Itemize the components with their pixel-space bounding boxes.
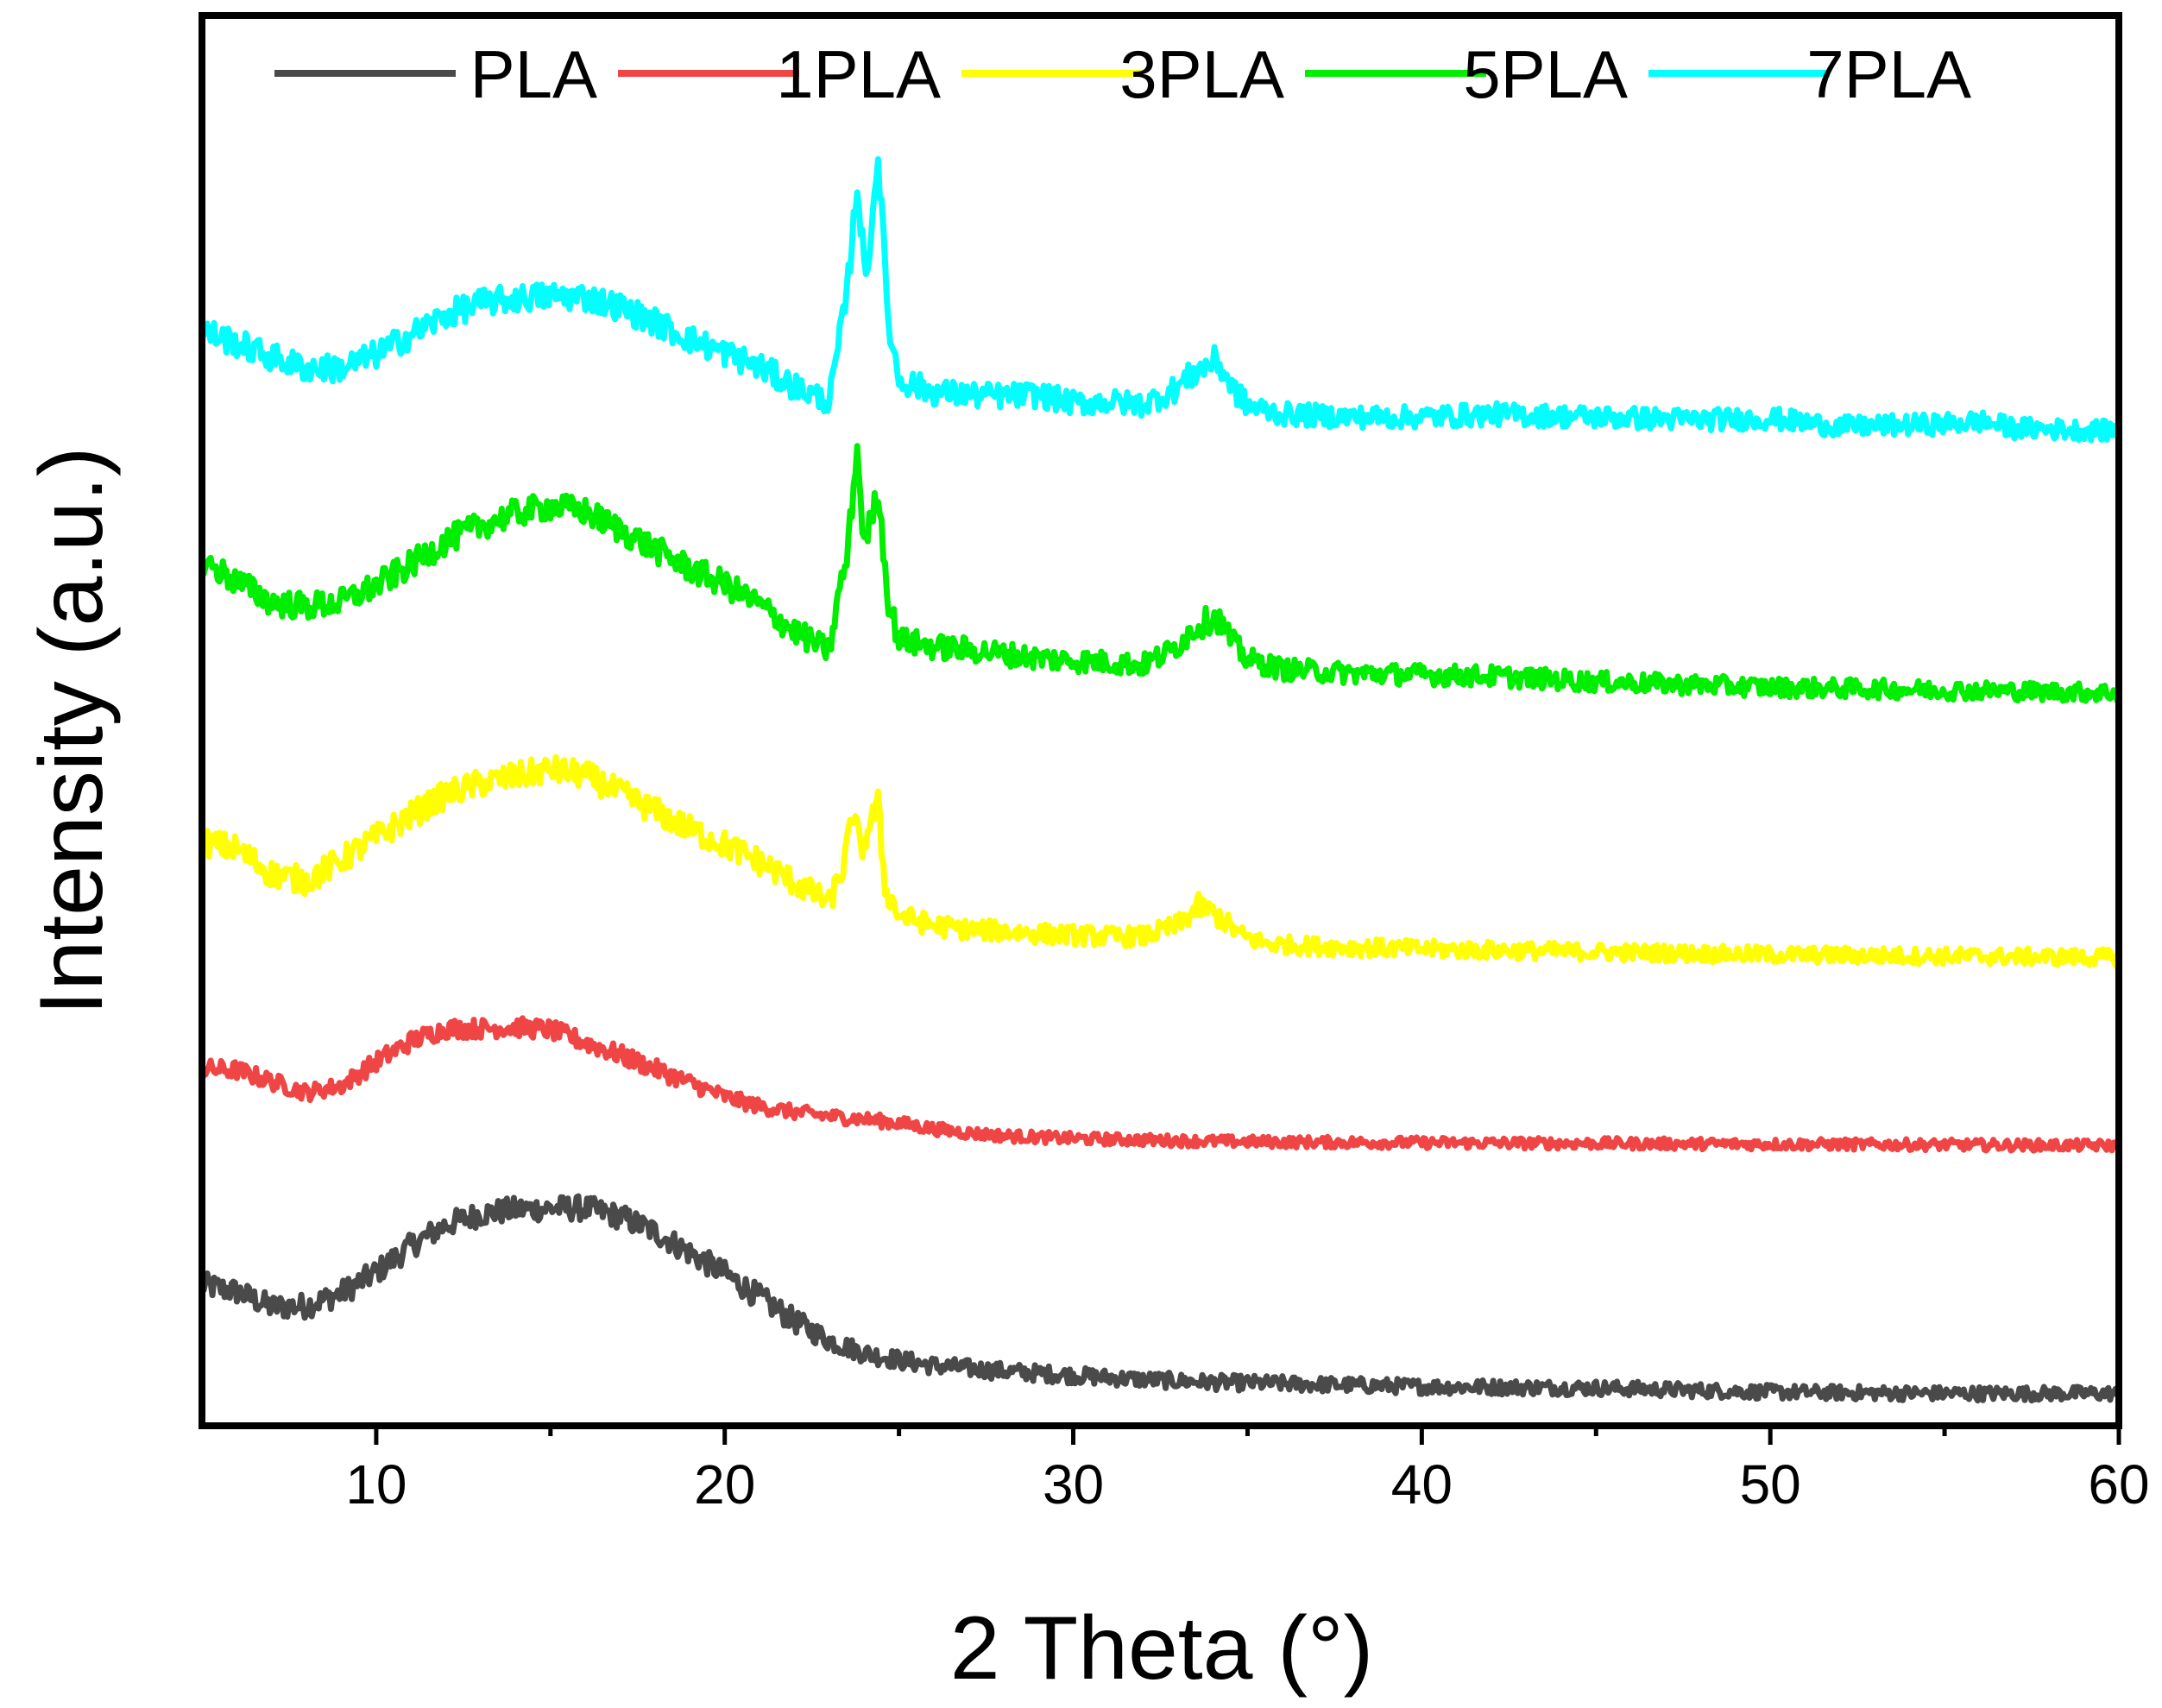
x-axis-title: 2 Theta (°)	[950, 1598, 1374, 1699]
series-layer	[199, 156, 2122, 1404]
series-line-3PLA	[199, 753, 2121, 969]
legend-label-7PLA: 7PLA	[1806, 36, 1971, 112]
legend-label-3PLA: 3PLA	[1119, 36, 1284, 112]
x-tick-label-60: 60	[2088, 1453, 2149, 1516]
x-tick-label-10: 10	[345, 1453, 407, 1516]
series-line-1PLA	[199, 1015, 2122, 1154]
x-tick-label-20: 20	[694, 1453, 755, 1516]
legend: PLA 1PLA 3PLA 5PLA 7PLA	[274, 36, 1971, 112]
x-tick-label-40: 40	[1391, 1453, 1453, 1516]
x-axis: 10 20 30 40 50 60	[345, 1426, 2150, 1516]
series-line-PLA	[199, 1193, 2122, 1404]
y-axis-title: Intensity (a.u.)	[22, 447, 122, 1016]
x-tick-label-50: 50	[1740, 1453, 1801, 1516]
legend-label-5PLA: 5PLA	[1463, 36, 1628, 112]
series-line-5PLA	[199, 443, 2122, 704]
x-tick-label-30: 30	[1043, 1453, 1104, 1516]
series-line-7PLA	[199, 156, 2121, 444]
legend-label-PLA: PLA	[470, 36, 597, 112]
legend-label-1PLA: 1PLA	[776, 36, 941, 112]
plot-frame	[199, 12, 2122, 1429]
